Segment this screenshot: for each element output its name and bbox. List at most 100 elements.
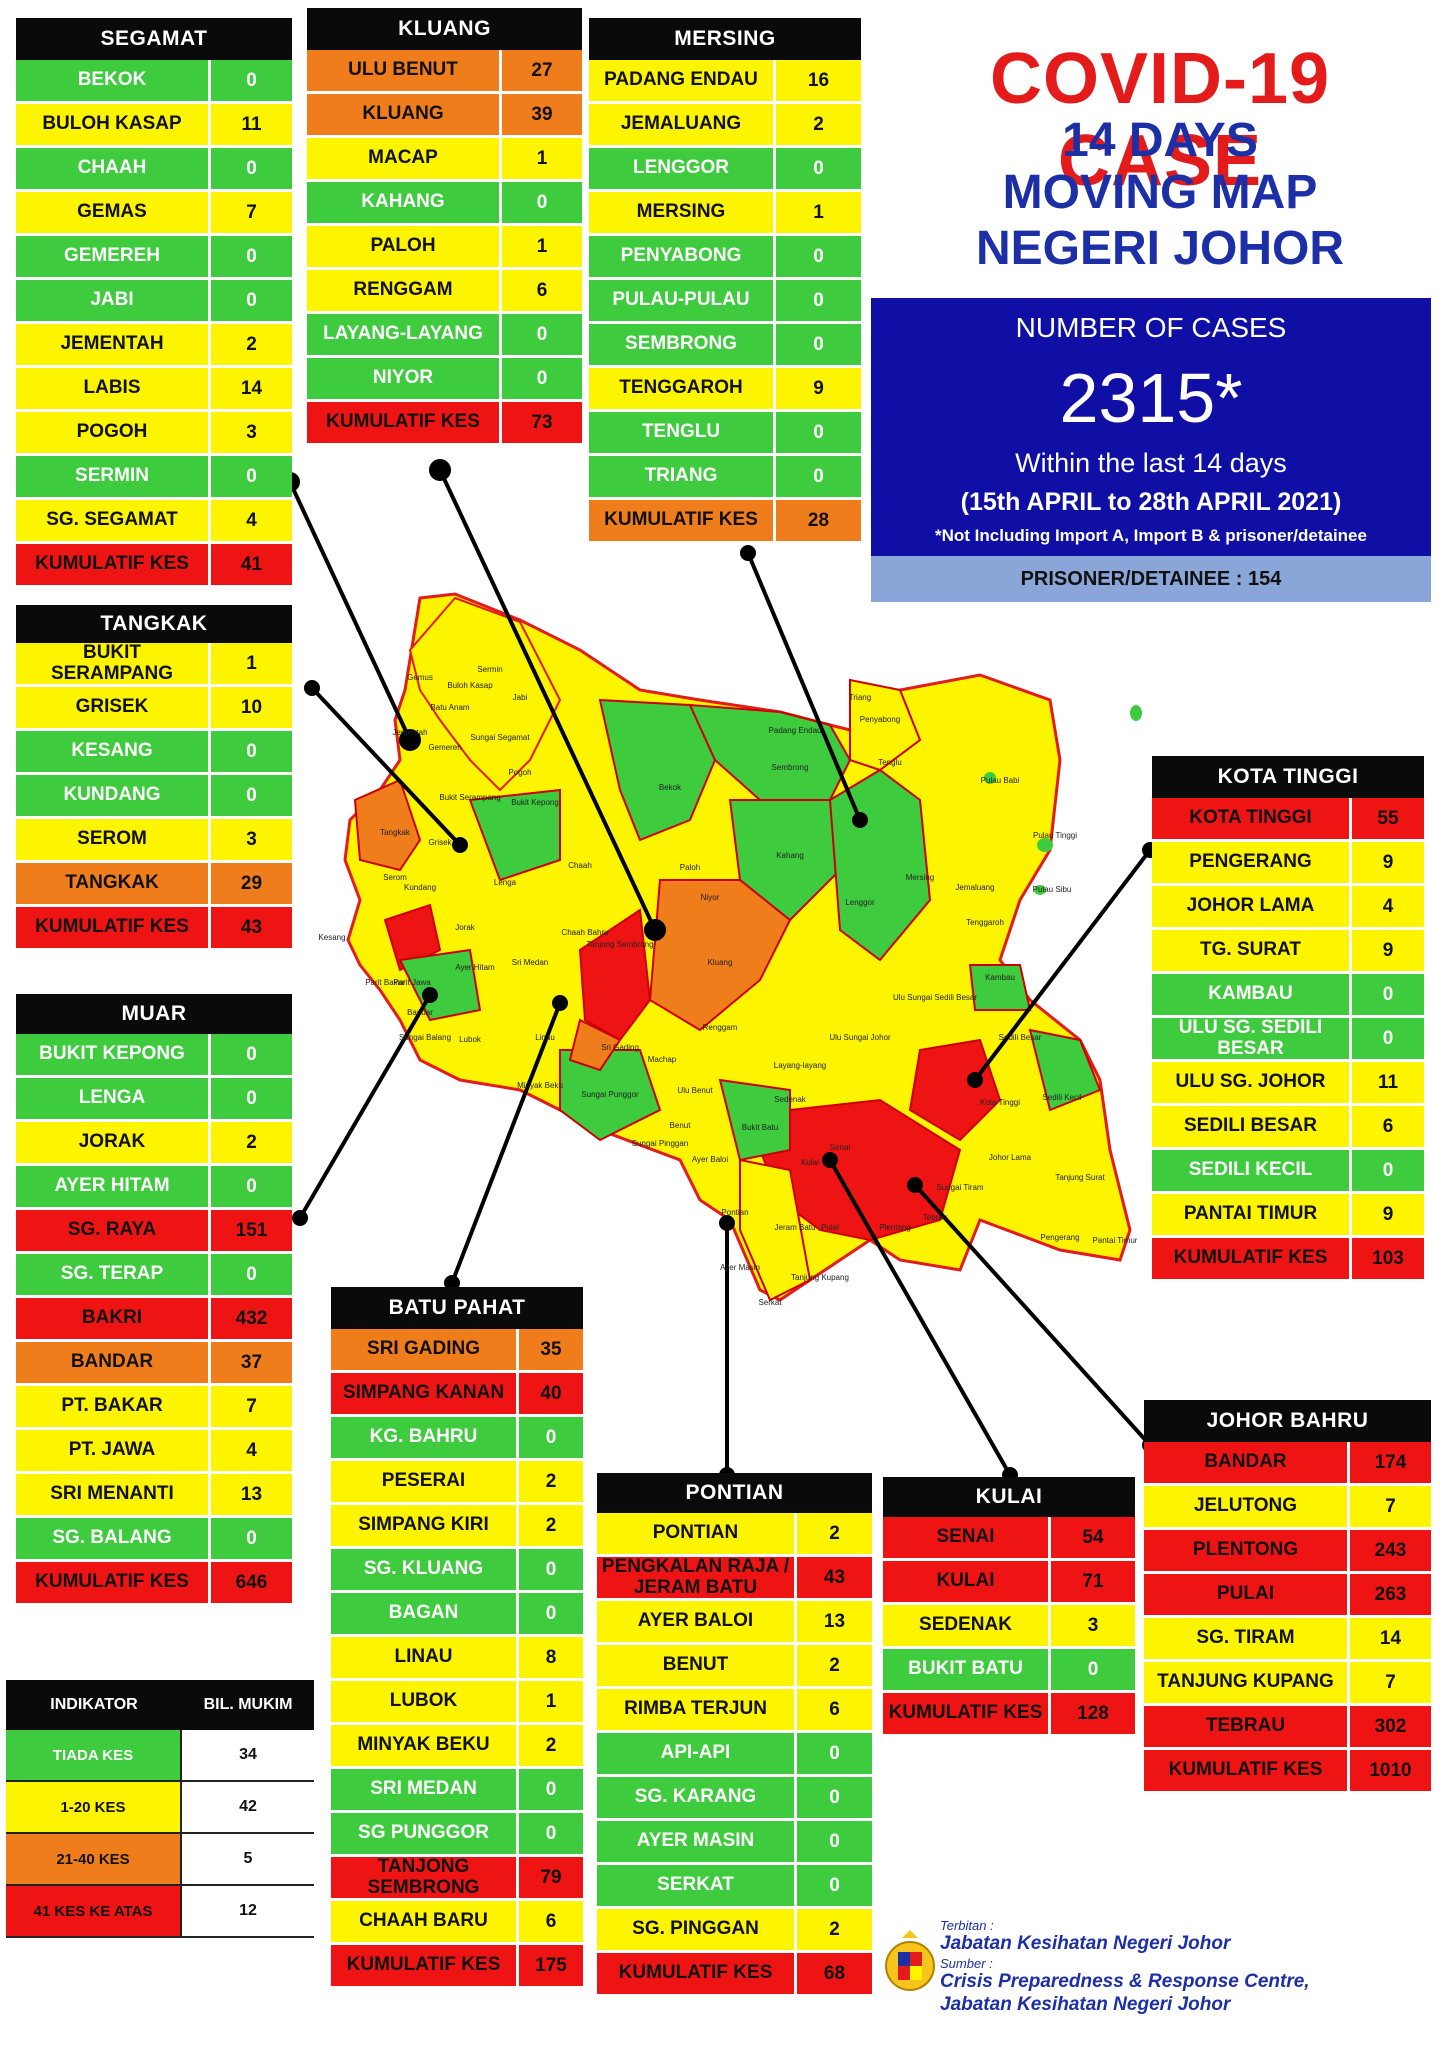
mukim-name: GRISEK: [16, 687, 211, 728]
mukim-row: PANTAI TIMUR 9: [1152, 1194, 1424, 1238]
map-place-label: Sungai Segamat: [470, 733, 530, 742]
mukim-name: MERSING: [589, 192, 776, 233]
mukim-row: SG. SEGAMAT 4: [16, 500, 292, 544]
mukim-name: LENGGOR: [589, 148, 776, 189]
mukim-name: TANGKAK: [16, 863, 211, 904]
map-regions: [343, 592, 1132, 1302]
mukim-name: KUMULATIF KES: [331, 1945, 519, 1986]
case-count: 6: [829, 1698, 840, 1720]
case-count: 1: [813, 201, 824, 223]
mukim-row: PENGERANG 9: [1152, 842, 1424, 886]
cumulative-row: KUMULATIF KES 73: [307, 402, 582, 446]
case-count: 71: [1082, 1570, 1104, 1592]
legend-count: 5: [182, 1834, 314, 1884]
leader-line-kulai: [828, 1159, 1012, 1476]
mukim-name: MACAP: [307, 138, 502, 179]
mukim-name: KESANG: [16, 731, 211, 772]
cumulative-row: KUMULATIF KES 41: [16, 544, 292, 588]
mukim-row: MACAP 1: [307, 138, 582, 182]
map-place-label: Benut: [670, 1121, 692, 1130]
map-place-label: Ulu Sungai Sedili Besar: [893, 993, 977, 1002]
case-count: 0: [545, 1558, 557, 1580]
case-count: 16: [807, 69, 830, 91]
mukim-row: GEMAS 7: [16, 192, 292, 236]
mukim-row: SG. PINGGAN 2: [597, 1909, 872, 1953]
mukim-name: PANTAI TIMUR: [1152, 1194, 1352, 1235]
coat-of-arms-icon: [885, 1930, 935, 1991]
case-count: 6: [1382, 1115, 1394, 1137]
mukim-row: SEDILI KECIL 0: [1152, 1150, 1424, 1194]
map-place-label: Pulau Sibu: [1033, 885, 1072, 894]
mukim-name: BUKIT BATU: [883, 1649, 1051, 1690]
legend-count: 12: [182, 1886, 314, 1936]
case-count: 0: [1382, 1159, 1394, 1181]
district-table-kulai: KULAI SENAI 54 KULAI 71 SEDENAK 3 BUKIT BATU 0 KU…: [883, 1477, 1135, 1737]
map-place-label: Ulu Benut: [677, 1086, 713, 1095]
map-region-kota-tinggi: [908, 1038, 1002, 1142]
case-count: 2: [829, 1654, 840, 1676]
map-place-label: Pogoh: [508, 768, 531, 777]
mukim-row: SG. KLUANG 0: [331, 1549, 583, 1593]
legend-header-indicator: INDIKATOR: [50, 1696, 138, 1713]
mukim-row: PONTIAN 2: [597, 1513, 872, 1557]
legend-header: INDIKATOR BIL. MUKIM: [6, 1680, 314, 1730]
mukim-name: PT. JAWA: [16, 1430, 211, 1471]
case-count: 41: [240, 553, 263, 575]
map-place-label: Sungai Balang: [399, 1033, 451, 1042]
district-table-kluang: KLUANG ULU BENUT 27 KLUANG 39 MACAP 1 KAHANG 0 PA…: [307, 8, 582, 446]
case-count: 0: [1382, 1027, 1394, 1049]
mukim-row: ULU SG. JOHOR 11: [1152, 1062, 1424, 1106]
mukim-name: GEMEREH: [16, 236, 211, 277]
map-region-mersing-north: [849, 678, 922, 772]
map-place-label: Jabi: [513, 693, 528, 702]
case-count: 4: [246, 1439, 257, 1461]
mukim-name: JORAK: [16, 1122, 211, 1163]
mukim-name: PULAU-PULAU: [589, 280, 776, 321]
map-place-label: Tenglu: [878, 758, 902, 767]
mukim-row: JEMENTAH 2: [16, 324, 292, 368]
map-place-label: Bandar: [407, 1008, 433, 1017]
case-count: 302: [1374, 1715, 1407, 1737]
case-count: 0: [536, 323, 548, 345]
case-count: 2: [545, 1514, 557, 1536]
mukim-name: KAHANG: [307, 182, 502, 223]
case-count: 0: [246, 784, 257, 806]
mukim-row: PALOH 1: [307, 226, 582, 270]
map-place-label: Sedenak: [774, 1095, 807, 1104]
mukim-name: KOTA TINGGI: [1152, 798, 1352, 839]
cumulative-row: KUMULATIF KES 128: [883, 1693, 1135, 1737]
case-count: 128: [1077, 1702, 1109, 1724]
map-place-label: Senai: [830, 1143, 851, 1152]
mukim-row: JEMALUANG 2: [589, 104, 861, 148]
map-place-label: Renggam: [703, 1023, 738, 1032]
district-header: MERSING: [589, 18, 861, 60]
case-count: 0: [246, 465, 257, 487]
map-place-label: Bekok: [659, 783, 682, 792]
mukim-name: KUMULATIF KES: [589, 500, 776, 541]
map-place-label: Pulai: [821, 1223, 839, 1232]
map-island-pulau-sibu: [1034, 885, 1046, 895]
mukim-name: MINYAK BEKU: [331, 1725, 519, 1766]
mukim-name: RIMBA TERJUN: [597, 1689, 797, 1730]
map-place-label: Kesang: [318, 933, 345, 942]
case-count: 432: [235, 1307, 268, 1329]
footer-source-line1: Crisis Preparedness & Response Centre,: [940, 1970, 1310, 1992]
mukim-name: KUMULATIF KES: [16, 1562, 211, 1603]
mukim-name: NIYOR: [307, 358, 502, 399]
mukim-name: KUMULATIF KES: [307, 402, 502, 443]
mukim-name: LABIS: [16, 368, 211, 409]
mukim-name: JEMENTAH: [16, 324, 211, 365]
map-place-label: Triang: [849, 693, 871, 702]
case-count: 0: [545, 1602, 557, 1624]
mukim-name: KUMULATIF KES: [883, 1693, 1051, 1734]
mukim-row: SERKAT 0: [597, 1865, 872, 1909]
mukim-row: POGOH 3: [16, 412, 292, 456]
case-count: 0: [536, 191, 548, 213]
map-place-label: Bukit Kepong: [511, 798, 559, 807]
district-header: BATU PAHAT: [331, 1287, 583, 1329]
legend: INDIKATOR BIL. MUKIM TIADA KES 34 1-20 KES…: [6, 1680, 314, 1938]
mukim-name: BENUT: [597, 1645, 797, 1686]
case-count: 3: [246, 421, 257, 443]
mukim-name: SG. KLUANG: [331, 1549, 519, 1590]
mukim-row: RENGGAM 6: [307, 270, 582, 314]
